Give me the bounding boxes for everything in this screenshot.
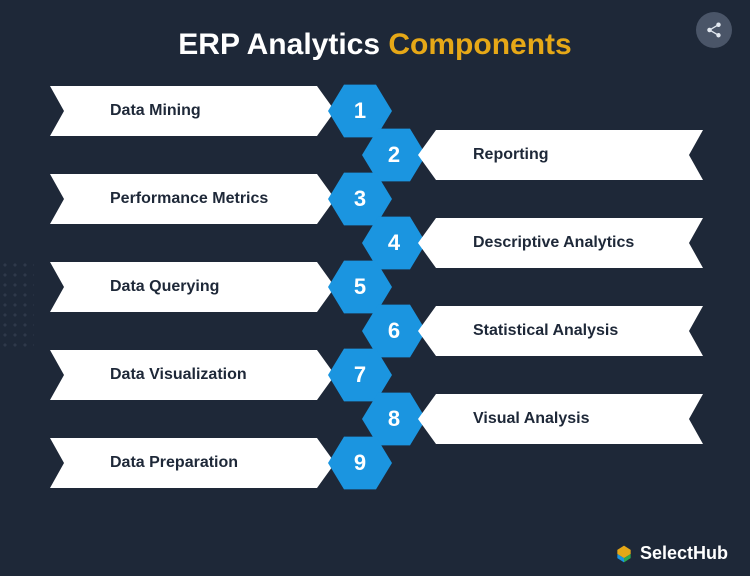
component-item-2: 2Reporting [370, 130, 710, 180]
component-item-7: Data Visualization7 [50, 350, 390, 400]
components-list: Data Mining12ReportingPerformance Metric… [0, 86, 750, 536]
component-item-6: 6Statistical Analysis [370, 306, 710, 356]
component-label: Data Visualization [50, 350, 335, 400]
component-label: Descriptive Analytics [418, 218, 703, 268]
component-label: Performance Metrics [50, 174, 335, 224]
share-button[interactable] [696, 12, 732, 48]
share-icon [705, 21, 723, 39]
brand-logo-icon [614, 544, 634, 564]
footer-brand: SelectHub [614, 543, 728, 564]
title-part2: Components [388, 28, 571, 61]
component-label: Visual Analysis [418, 394, 703, 444]
component-item-1: Data Mining1 [50, 86, 390, 136]
component-label: Data Mining [50, 86, 335, 136]
component-item-5: Data Querying5 [50, 262, 390, 312]
component-item-3: Performance Metrics3 [50, 174, 390, 224]
component-label: Data Querying [50, 262, 335, 312]
component-label: Statistical Analysis [418, 306, 703, 356]
component-number-hex: 9 [328, 435, 392, 491]
title-part1: ERP Analytics [178, 28, 388, 61]
page-title: ERP Analytics Components [0, 0, 750, 62]
brand-bold: Select [640, 543, 693, 563]
component-item-4: 4Descriptive Analytics [370, 218, 710, 268]
brand-rest: Hub [693, 543, 728, 563]
component-item-8: 8Visual Analysis [370, 394, 710, 444]
component-item-9: Data Preparation9 [50, 438, 390, 488]
component-label: Reporting [418, 130, 703, 180]
brand-name: SelectHub [640, 543, 728, 564]
component-label: Data Preparation [50, 438, 335, 488]
